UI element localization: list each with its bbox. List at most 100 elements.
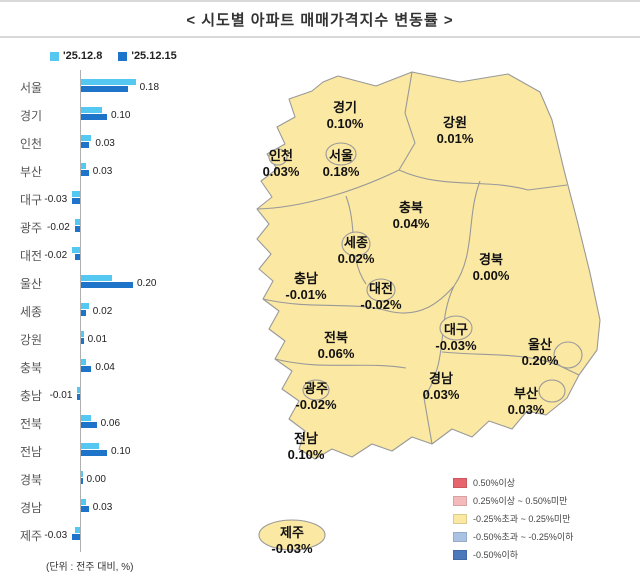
bar-category-label: 대구: [20, 193, 43, 207]
map-region-value: 0.06%: [317, 346, 355, 361]
bar-value-label: -0.02: [47, 222, 70, 233]
map-region-name: 제주: [280, 525, 304, 540]
bar-series2: [81, 310, 87, 316]
map-region-name: 경남: [429, 371, 453, 386]
map-legend-row-2: -0.25%초과 ~ 0.25%미만: [453, 512, 573, 525]
bar-series2: [81, 86, 128, 92]
map-region-name: 강원: [443, 115, 467, 130]
bar-value-label: 0.04: [95, 362, 115, 373]
bar-series2: [81, 450, 107, 456]
map-region-label-부산: 부산 0.03%: [484, 386, 568, 418]
map-region-name: 충남: [294, 271, 318, 286]
bar-value-label: 0.03: [92, 502, 113, 513]
border-jeolla-gyeongnam: [423, 285, 455, 445]
bar-category-label: 경북: [20, 473, 43, 487]
bar-series1: [72, 247, 80, 253]
bar-category-label: 인천: [20, 137, 43, 151]
map-region-name: 부산: [514, 386, 538, 401]
map-region-label-충북: 충북 0.04%: [369, 200, 453, 232]
legend-swatch-week2: [118, 51, 128, 61]
bar-category-label: 대전: [20, 249, 43, 263]
bar-series1: [81, 415, 92, 421]
map-legend-label: 0.25%이상 ~ 0.50%미만: [473, 496, 568, 506]
border-chungbuk-gyeongbuk: [453, 180, 481, 287]
map-region-label-경남: 경남 0.03%: [399, 371, 483, 403]
map-legend-label: -0.50%이하: [473, 550, 519, 560]
bar-series2: [81, 114, 107, 120]
bar-series1: [81, 359, 87, 365]
bar-value-label: 0.03: [95, 138, 115, 149]
bar-category-label: 충남: [20, 389, 43, 403]
bar-row-경기: 경기 0.10: [0, 102, 232, 130]
map-region-name: 인천: [269, 148, 293, 163]
map-region-value: -0.02%: [360, 297, 402, 312]
border-jeonbuk-jeonnam: [274, 358, 407, 369]
map-region-value: 0.01%: [436, 131, 474, 146]
zero-axis-line: [80, 70, 81, 552]
map-region-name: 울산: [528, 337, 552, 352]
map-region-name: 전북: [324, 330, 348, 345]
map-legend-row-4: -0.50%이하: [453, 548, 573, 561]
bar-chart: '25.12.8 '25.12.15 서울 0.18 경기 0.10 인천 0.03 부산 0…: [0, 44, 232, 584]
map-region-label-광주: 광주 -0.02%: [274, 381, 358, 413]
map-region-name: 대전: [369, 281, 393, 296]
gwangju-region: [302, 379, 330, 401]
bar-series2: [74, 226, 80, 232]
bar-series1: [81, 331, 84, 337]
map-region-label-경기: 경기 0.10%: [303, 100, 387, 132]
bar-series2: [74, 254, 80, 260]
map-region-name: 전남: [294, 431, 318, 446]
bar-row-서울: 서울 0.18: [0, 74, 232, 102]
bar-value-label: 0.06: [100, 418, 121, 429]
bar-value-label: -0.03: [44, 530, 68, 541]
bar-category-label: 제주: [20, 529, 43, 543]
map-legend-swatch: [453, 495, 467, 506]
border-gangwon-south: [398, 169, 568, 191]
bar-value-label: 0.20: [137, 278, 157, 289]
map-region-name: 광주: [304, 381, 328, 396]
bar-category-label: 서울: [20, 81, 43, 95]
bar-row-경북: 경북 0.00: [0, 466, 232, 494]
bar-series1: [81, 303, 89, 309]
bar-row-경남: 경남 0.03: [0, 494, 232, 522]
legend-item-week1: '25.12.8: [50, 50, 102, 62]
map-region-value: 0.00%: [472, 268, 510, 283]
map-region-label-전북: 전북 0.06%: [294, 330, 378, 362]
bar-value-label: 0.10: [111, 110, 131, 121]
bar-row-광주: 광주 -0.02: [0, 214, 232, 242]
map-region-value: -0.02%: [295, 397, 337, 412]
bar-series1: [81, 107, 102, 113]
chart-footnote: (단위 : 전주 대비, %): [46, 562, 134, 573]
bar-row-전북: 전북 0.06: [0, 410, 232, 438]
bar-category-label: 울산: [20, 277, 43, 291]
map-region-value: 0.20%: [521, 353, 559, 368]
bar-series1: [72, 191, 80, 197]
bar-series2: [72, 198, 80, 204]
map-region-value: -0.03%: [271, 541, 313, 556]
border-gyeonggi-south: [256, 169, 400, 210]
bar-series1: [81, 471, 83, 477]
bar-row-대구: 대구 -0.03: [0, 186, 232, 214]
bar-series1: [74, 219, 80, 225]
sejong-region: [341, 231, 371, 257]
bar-series2: [81, 506, 89, 512]
map-region-name: 경기: [333, 100, 357, 115]
daejeon-region: [366, 278, 396, 302]
bar-category-label: 충북: [20, 361, 43, 375]
map-region-name: 대구: [444, 322, 468, 337]
bar-value-label: -0.03: [44, 194, 68, 205]
bar-row-세종: 세종 0.02: [0, 298, 232, 326]
bar-category-label: 부산: [20, 165, 43, 179]
map-legend-swatch: [453, 513, 467, 524]
bar-row-충북: 충북 0.04: [0, 354, 232, 382]
bar-row-전남: 전남 0.10: [0, 438, 232, 466]
bar-category-label: 광주: [20, 221, 43, 235]
bar-category-label: 경남: [20, 501, 43, 515]
border-chungcheong-jeonbuk: [262, 285, 455, 314]
map-legend-row-3: -0.50%초과 ~ -0.25%이하: [453, 530, 573, 543]
daegu-region: [439, 315, 473, 341]
bar-series2: [81, 142, 89, 148]
bar-row-부산: 부산 0.03: [0, 158, 232, 186]
map-region-label-강원: 강원 0.01%: [413, 115, 497, 147]
